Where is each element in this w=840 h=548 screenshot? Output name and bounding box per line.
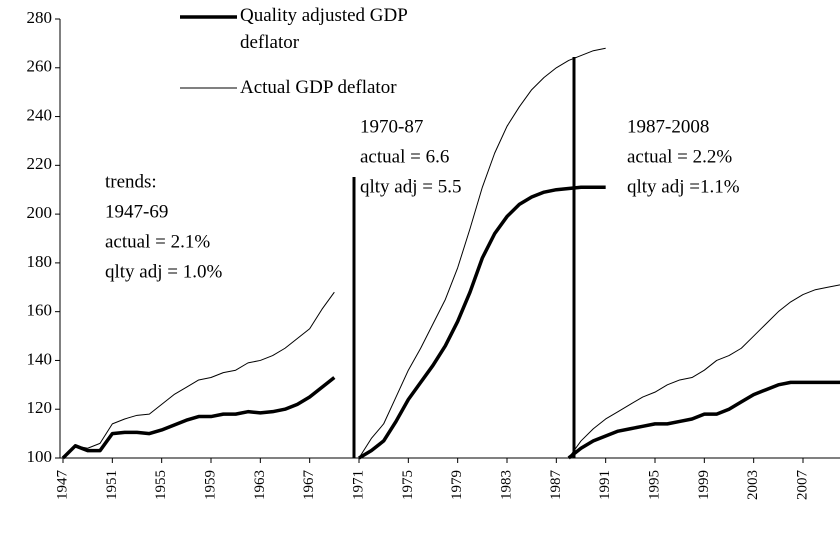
annotation: actual = 6.6 bbox=[360, 146, 449, 167]
y-tick-label: 240 bbox=[27, 105, 53, 124]
annotation: 1987-2008 bbox=[627, 116, 709, 137]
y-tick-label: 200 bbox=[27, 203, 53, 222]
series-line bbox=[62, 291, 335, 459]
annotation: 1970-87 bbox=[360, 116, 423, 137]
x-tick-label: 1987 bbox=[548, 470, 564, 501]
legend-label: Quality adjusted GDP deflator bbox=[240, 5, 408, 53]
annotation: actual = 2.1% bbox=[105, 231, 210, 252]
x-tick-label: 1955 bbox=[153, 470, 169, 500]
series-line bbox=[568, 284, 840, 459]
annotation: trends: bbox=[105, 171, 157, 192]
x-tick-label: 1951 bbox=[104, 470, 120, 500]
x-tick-label: 1975 bbox=[400, 470, 416, 500]
x-tick-label: 1963 bbox=[252, 470, 268, 500]
x-tick-label: 2003 bbox=[745, 470, 761, 500]
x-tick-label: 2007 bbox=[794, 470, 810, 501]
y-tick-label: 140 bbox=[27, 349, 53, 368]
series-line bbox=[567, 380, 840, 460]
y-tick-label: 100 bbox=[27, 447, 53, 466]
x-tick-label: 1967 bbox=[301, 470, 317, 501]
y-tick-label: 180 bbox=[27, 252, 53, 271]
x-tick-label: 1971 bbox=[350, 470, 366, 500]
x-tick-label: 1947 bbox=[54, 470, 70, 501]
annotation: qlty adj = 1.0% bbox=[105, 261, 222, 282]
y-tick-label: 120 bbox=[27, 398, 53, 417]
x-tick-label: 1999 bbox=[696, 470, 712, 500]
y-tick-label: 260 bbox=[27, 57, 53, 76]
x-tick-label: 1959 bbox=[202, 470, 218, 500]
legend-label: Actual GDP deflator bbox=[240, 77, 397, 98]
y-tick-label: 160 bbox=[27, 301, 53, 320]
x-tick-label: 1995 bbox=[646, 470, 662, 500]
x-tick-label: 1979 bbox=[449, 470, 465, 500]
x-tick-label: 1983 bbox=[498, 470, 514, 500]
series-line bbox=[61, 376, 336, 460]
y-tick-label: 220 bbox=[27, 154, 53, 173]
series-line bbox=[358, 185, 606, 460]
series-line bbox=[358, 47, 606, 459]
annotation: actual = 2.2% bbox=[627, 146, 732, 167]
annotation: 1947-69 bbox=[105, 201, 168, 222]
x-tick-label: 1991 bbox=[597, 470, 613, 500]
annotation: qlty adj = 5.5 bbox=[360, 176, 462, 197]
annotation: qlty adj =1.1% bbox=[627, 176, 740, 197]
y-tick-label: 280 bbox=[27, 8, 53, 27]
